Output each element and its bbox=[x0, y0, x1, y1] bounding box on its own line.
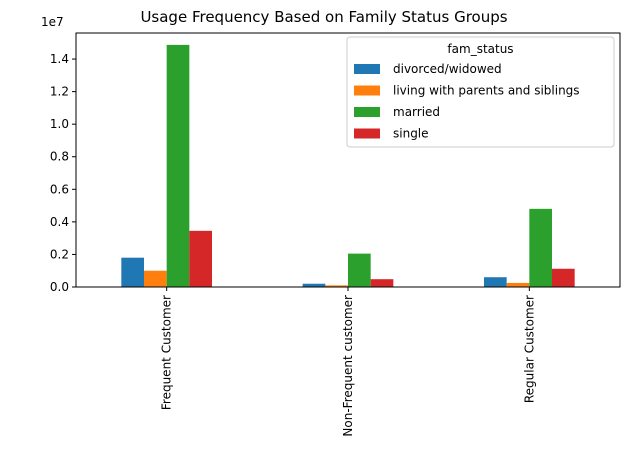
y-tick-label: 1.0 bbox=[50, 117, 69, 131]
axes-group: 0.0 0.2 0.4 0.6 0.8 1.0 1.2 1.4 Frequent Custome… bbox=[50, 32, 621, 437]
legend-label: divorced/widowed bbox=[393, 62, 502, 76]
bar-single-regular-customer bbox=[552, 268, 575, 287]
legend-swatch bbox=[354, 128, 380, 139]
y-tick-label: 0.2 bbox=[50, 247, 69, 261]
y-tick-label: 0.4 bbox=[50, 215, 69, 229]
y-tick-label: 1.4 bbox=[50, 52, 69, 66]
y-tick-label: 0.6 bbox=[50, 182, 69, 196]
bar-divorced-widowed-regular-customer bbox=[484, 277, 507, 287]
legend-label: living with parents and siblings bbox=[393, 84, 580, 98]
bar-married-regular-customer bbox=[529, 208, 552, 287]
bar-divorced-widowed-frequent-customer bbox=[121, 257, 144, 287]
y-tick-label: 1.2 bbox=[50, 85, 69, 99]
bar-married-non-frequent-customer bbox=[348, 253, 371, 287]
legend: fam_status divorced/widowed living with pa… bbox=[346, 36, 615, 148]
legend-swatch bbox=[354, 64, 380, 74]
legend-label: single bbox=[393, 127, 429, 141]
y-tick-label: 0.8 bbox=[50, 150, 69, 164]
bar-single-frequent-customer bbox=[189, 230, 212, 287]
bars-group bbox=[121, 44, 575, 287]
y-tick-label: 0.0 bbox=[50, 280, 69, 294]
legend-box bbox=[346, 36, 615, 148]
chart-title: Usage Frequency Based on Family Status G… bbox=[140, 8, 507, 26]
legend-title: fam_status bbox=[447, 42, 513, 56]
legend-swatch bbox=[354, 107, 380, 117]
y-axis-offset-label: 1e7 bbox=[41, 15, 64, 29]
legend-label: married bbox=[393, 105, 440, 119]
bar-married-frequent-customer bbox=[166, 44, 190, 287]
x-tick-label: Regular Customer bbox=[522, 295, 536, 403]
bar-living-with-parents-and-siblings-frequent-customer bbox=[144, 270, 167, 287]
x-tick-label: Frequent Customer bbox=[160, 295, 174, 410]
bar-single-non-frequent-customer bbox=[370, 279, 394, 287]
bar-living-with-parents-and-siblings-non-frequent-customer bbox=[325, 285, 348, 287]
legend-swatch bbox=[354, 85, 380, 96]
bar-divorced-widowed-non-frequent-customer bbox=[302, 283, 326, 287]
x-tick-label: Non-Frequent customer bbox=[341, 295, 355, 437]
bar-living-with-parents-and-siblings-regular-customer bbox=[506, 282, 530, 287]
